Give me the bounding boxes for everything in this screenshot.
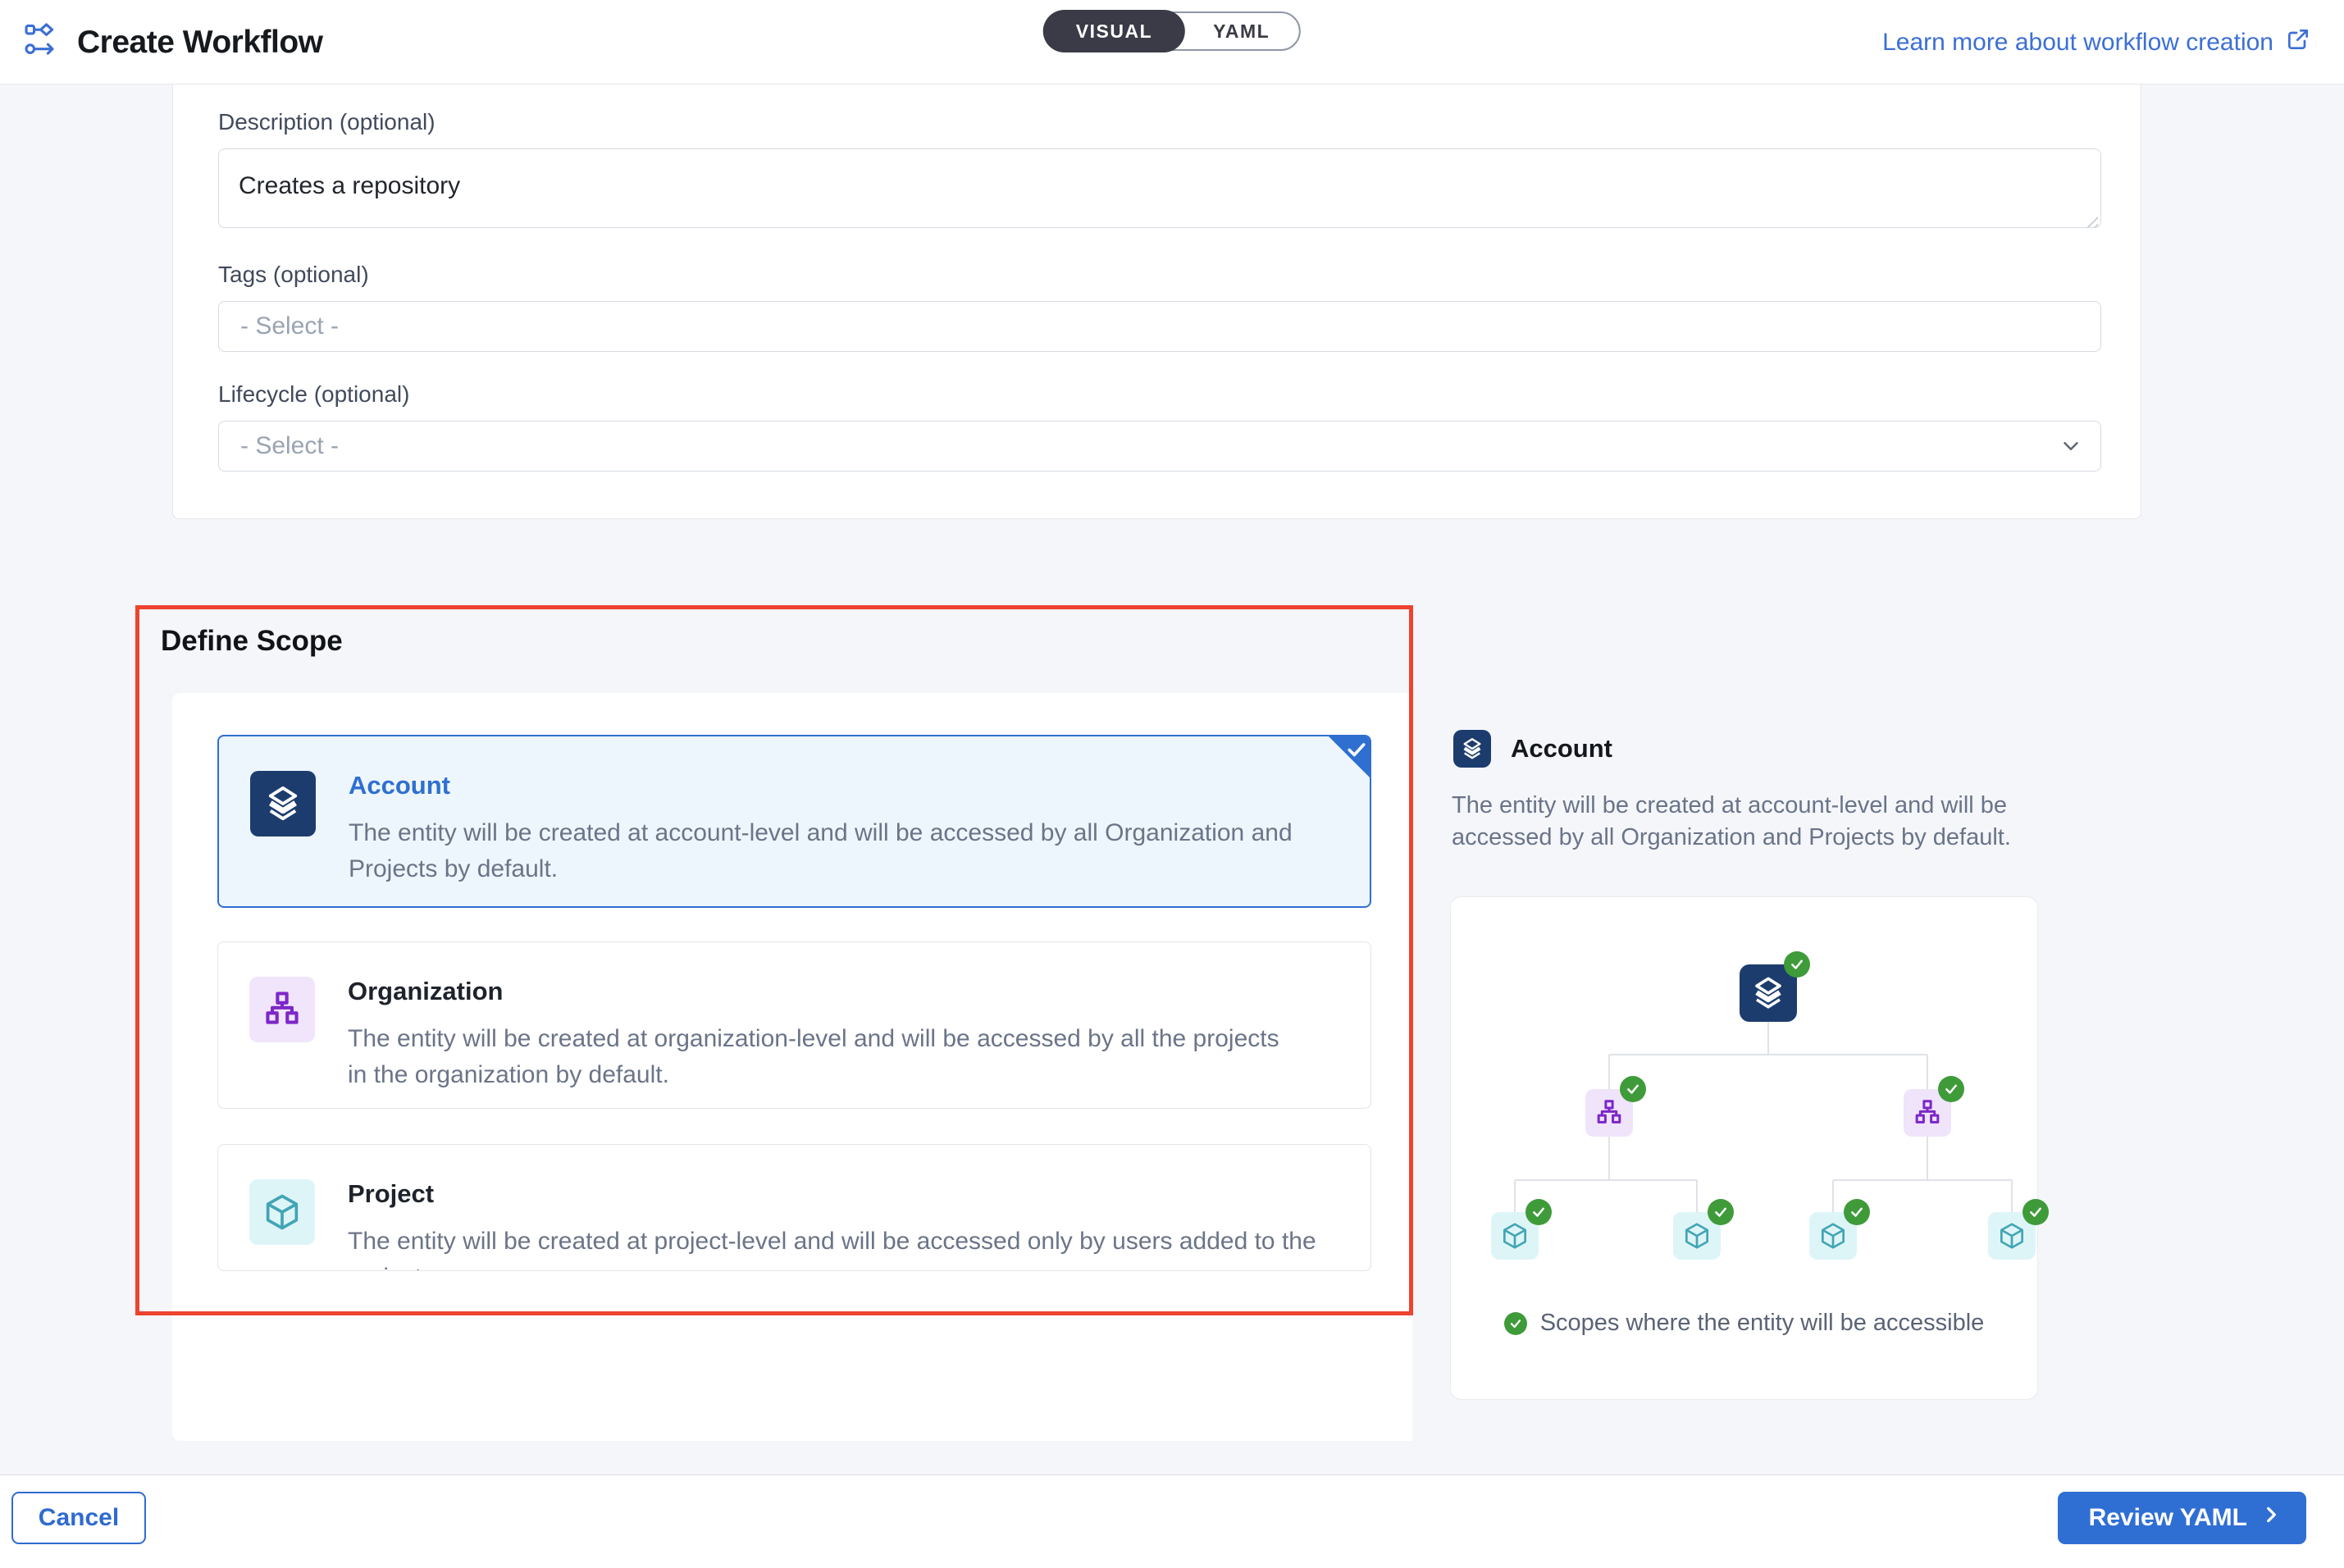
green-check-icon xyxy=(1708,1199,1734,1225)
green-check-icon xyxy=(1844,1199,1870,1225)
organization-tree-icon xyxy=(249,977,315,1042)
green-check-icon xyxy=(1503,1311,1527,1335)
scope-card-title: Account xyxy=(349,771,450,800)
green-check-icon xyxy=(1938,1076,1964,1102)
diagram-organization-node xyxy=(1585,1076,1646,1137)
preview-title: Account xyxy=(1511,734,1612,763)
workflow-form-card: Description (optional) Creates a reposit… xyxy=(172,84,2141,519)
green-check-icon xyxy=(1620,1076,1646,1102)
project-cube-icon xyxy=(249,1179,315,1245)
page-title: Create Workflow xyxy=(77,24,323,60)
green-check-icon xyxy=(2022,1199,2049,1225)
scope-card-title: Organization xyxy=(348,977,504,1005)
diagram-caption: Scopes where the entity will be accessib… xyxy=(1539,1310,1985,1336)
workflow-icon xyxy=(23,22,59,62)
diagram-project-node xyxy=(1673,1199,1734,1260)
cancel-button[interactable]: Cancel xyxy=(11,1492,146,1544)
tags-label: Tags (optional) xyxy=(218,262,369,287)
scope-card-organization[interactable]: Organization The entity will be created … xyxy=(217,941,1371,1109)
toggle-yaml[interactable]: YAML xyxy=(1213,20,1270,42)
define-scope-panel: Account The entity will be created at ac… xyxy=(172,693,2073,1441)
learn-more-link[interactable]: Learn more about workflow creation xyxy=(1882,0,2311,84)
account-layers-icon xyxy=(1453,730,1491,768)
review-yaml-button[interactable]: Review YAML xyxy=(2057,1492,2306,1544)
toggle-visual[interactable]: VISUAL xyxy=(1042,10,1186,52)
preview-description: The entity will be created at account-le… xyxy=(1452,792,2011,850)
diagram-project-node xyxy=(1491,1199,1552,1260)
description-textarea[interactable]: Creates a repository xyxy=(218,148,2101,228)
green-check-icon xyxy=(1525,1199,1552,1225)
learn-more-text: Learn more about workflow creation xyxy=(1882,28,2273,56)
review-yaml-label: Review YAML xyxy=(2088,1504,2247,1531)
tags-select-input[interactable] xyxy=(218,301,2101,352)
scope-options-area: Account The entity will be created at ac… xyxy=(172,693,1412,1441)
diagram-project-node xyxy=(1809,1199,1870,1260)
diagram-organization-node xyxy=(1904,1076,1964,1137)
tree-connector-lines xyxy=(1514,1022,2013,1212)
scope-card-title: Project xyxy=(348,1179,435,1208)
scope-preview-area: Account The entity will be created at ac… xyxy=(1412,693,2073,1441)
description-label: Description (optional) xyxy=(218,109,436,134)
external-link-icon xyxy=(2285,26,2311,59)
define-scope-heading: Define Scope xyxy=(161,625,343,657)
scope-card-project[interactable]: Project The entity will be created at pr… xyxy=(217,1144,1371,1271)
chevron-right-icon xyxy=(2260,1504,2282,1532)
account-layers-icon xyxy=(250,771,316,836)
diagram-account-node xyxy=(1740,951,1810,1022)
scope-hierarchy-diagram: Scopes where the entity will be accessib… xyxy=(1450,896,2049,1400)
scope-card-description: The entity will be created at project-le… xyxy=(348,1228,1316,1270)
selected-check-icon xyxy=(1328,736,1370,778)
scope-card-description: The entity will be created at organizati… xyxy=(348,1025,1279,1088)
scope-card-account[interactable]: Account The entity will be created at ac… xyxy=(217,735,1371,908)
green-check-icon xyxy=(1784,951,1810,978)
scope-card-description: The entity will be created at account-le… xyxy=(349,819,1293,882)
lifecycle-select[interactable] xyxy=(218,421,2101,472)
footer-bar: Cancel Review YAML xyxy=(0,1475,2344,1568)
lifecycle-label: Lifecycle (optional) xyxy=(218,381,410,407)
diagram-project-node xyxy=(1988,1199,2049,1260)
visual-yaml-toggle: VISUAL YAML xyxy=(1042,10,1302,52)
top-header: Create Workflow VISUAL YAML Learn more a… xyxy=(0,0,2344,84)
